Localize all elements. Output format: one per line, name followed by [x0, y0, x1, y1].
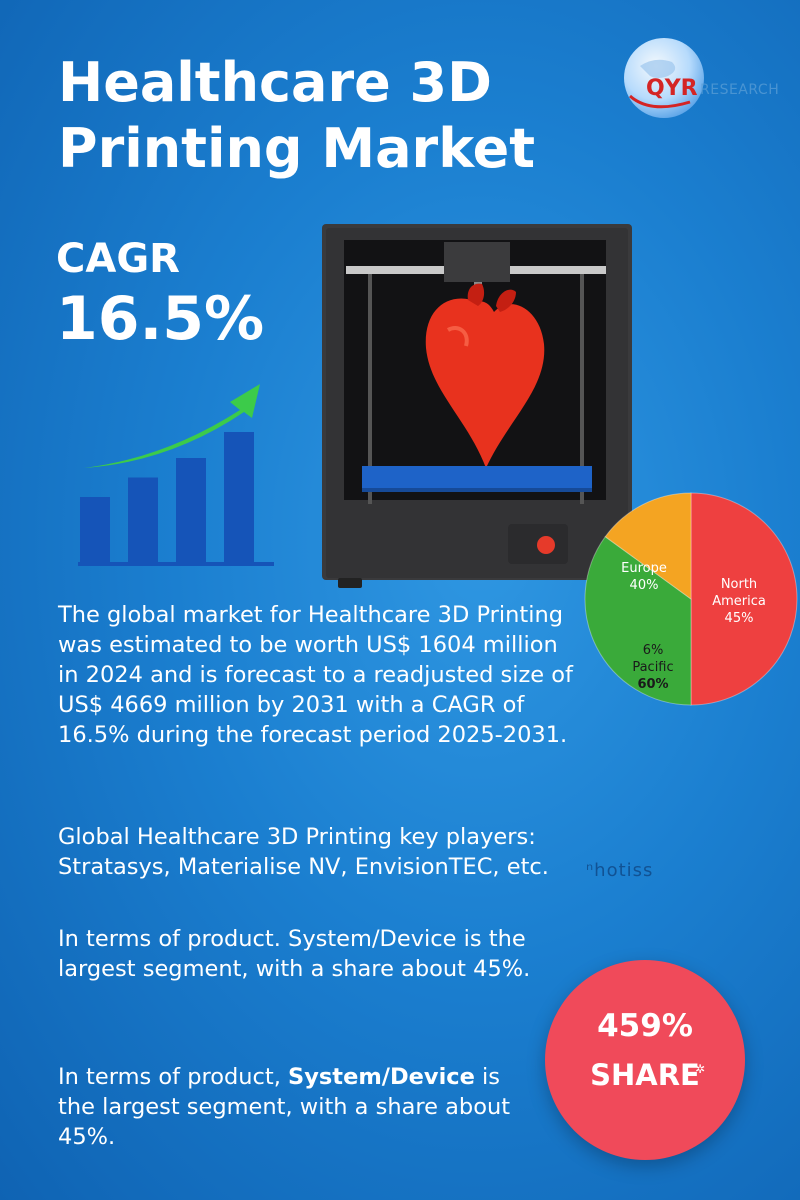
growth-bar	[224, 432, 254, 562]
share-label: SHARE	[590, 1058, 700, 1092]
growth-baseline	[78, 562, 274, 566]
pie-pacific-top: 6%	[642, 643, 664, 658]
pie-pacific-name: Pacific	[632, 660, 674, 675]
growth-bar	[80, 497, 110, 562]
logo-brand: QYR	[646, 76, 698, 101]
title-line-2: Printing Market	[58, 117, 536, 180]
pie-slice	[690, 492, 798, 706]
key-players-text: Global Healthcare 3D Printing key player…	[58, 824, 549, 880]
segment-text-b: In terms of product, System/Device is th…	[58, 1062, 538, 1152]
growth-bar	[176, 458, 206, 562]
3d-printer-heart-icon	[322, 224, 632, 588]
segment-b-bold: System/Device	[288, 1064, 475, 1090]
market-size-text: The global market for Healthcare 3D Prin…	[58, 602, 573, 748]
pie-na-value: 45%	[724, 611, 754, 626]
growth-bar	[128, 477, 158, 562]
pie-pacific-value: 60%	[637, 677, 669, 692]
regional-share-pie	[584, 492, 798, 706]
qyr-logo-globe-icon	[624, 38, 704, 118]
smudge-text: ⁿhotiss	[586, 860, 654, 881]
pie-label-pacific: 6% Pacific 60%	[628, 642, 678, 693]
segment-b-prefix: In terms of product,	[58, 1064, 289, 1090]
cagr-label: CAGR	[56, 236, 180, 282]
title-line-1: Healthcare 3D	[58, 51, 492, 114]
share-bubble: 459% SHARE ✲	[545, 960, 745, 1160]
segment-text-a: In terms of product. System/Device is th…	[58, 926, 531, 982]
share-mark-icon: ✲	[695, 1062, 706, 1076]
pie-slice	[584, 535, 692, 706]
pie-na-name-2: America	[712, 594, 766, 609]
pie-label-europe: Europe 40%	[614, 560, 674, 594]
pie-label-north-america: North America 45%	[704, 576, 774, 627]
page-title: Healthcare 3D Printing Market	[58, 50, 598, 182]
logo-tagline: RESEARCH	[700, 82, 780, 98]
growth-chart-icon	[78, 384, 274, 566]
cagr-value: 16.5%	[56, 284, 265, 354]
pie-na-name-1: North	[720, 577, 758, 592]
pie-europe-name: Europe	[621, 561, 667, 576]
printer-button-icon	[537, 536, 555, 554]
share-value: 459%	[597, 1008, 693, 1044]
pie-europe-value: 40%	[629, 578, 659, 593]
segment-b-suffix: is the largest segment, with a share abo…	[58, 1064, 511, 1150]
pie-slice	[604, 492, 692, 600]
